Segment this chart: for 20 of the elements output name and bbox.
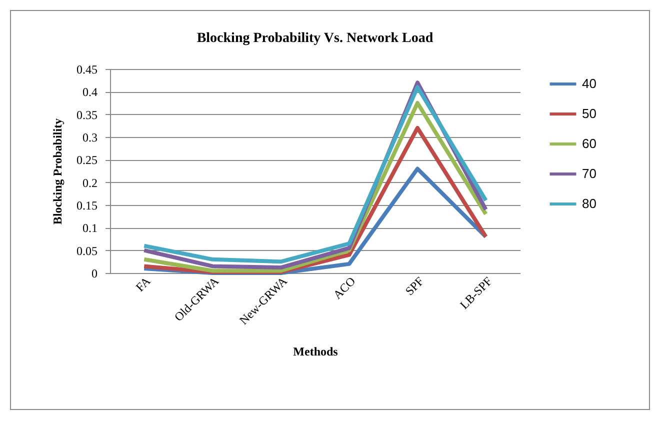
legend-label: 60 — [582, 136, 596, 151]
y-tick-label: 0.4 — [82, 85, 98, 100]
y-tick-label: 0.3 — [82, 130, 98, 144]
y-tick-label: 0.2 — [82, 176, 98, 190]
y-tick-label: 0 — [92, 266, 98, 280]
legend-label: 40 — [582, 76, 596, 91]
y-tick-label: 0.45 — [76, 62, 98, 76]
y-tick-label: 0.05 — [76, 244, 98, 258]
legend-label: 50 — [582, 106, 596, 121]
y-tick-label: 0.1 — [82, 221, 98, 236]
chart-title: Blocking Probability Vs. Network Load — [196, 31, 434, 46]
y-tick-label: 0.15 — [76, 198, 98, 212]
x-tick-label: FA — [133, 274, 154, 294]
legend-label: 70 — [582, 166, 596, 181]
y-tick-label: 0.35 — [76, 108, 98, 122]
y-axis-title: Blocking Probability — [50, 118, 64, 225]
x-tick-label: SPF — [402, 274, 427, 298]
legend-label: 80 — [582, 196, 596, 211]
y-tick-label: 0.25 — [76, 153, 98, 168]
x-axis-title: Methods — [293, 344, 338, 359]
